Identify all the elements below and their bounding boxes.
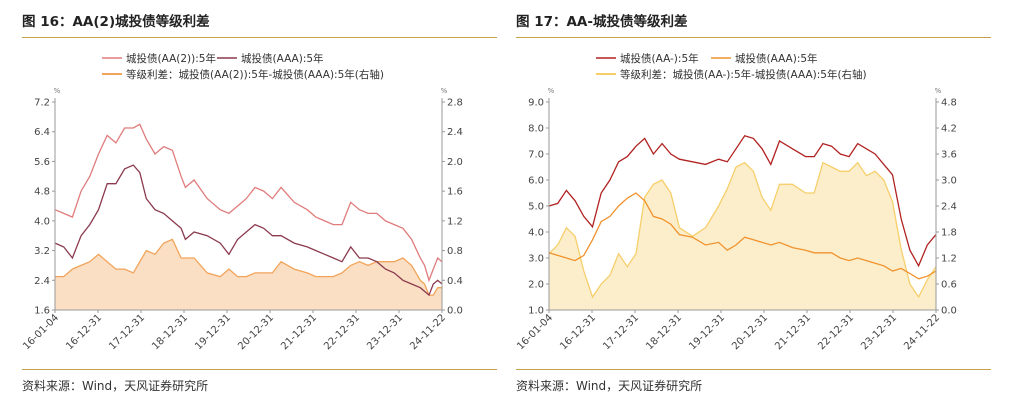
chart-legend: 城投债(AA(2)):5年 城投债(AAA):5年等级利差：城投债(AA(2)):… <box>102 52 384 81</box>
y-right-tick-label: 1.6 <box>447 187 463 198</box>
y-left-tick-label: 4.0 <box>528 228 544 239</box>
y-right-tick-label: 0.6 <box>941 280 957 291</box>
x-tick-label: 16-01-04 <box>516 312 555 352</box>
source-note: 资料来源：Wind，天风证券研究所 <box>22 379 209 393</box>
x-tick-label: 17-12-31 <box>107 312 147 352</box>
y-left-tick-label: 8.0 <box>528 124 544 135</box>
y-left-unit: % <box>54 87 61 95</box>
chart-aa2-spread: 城投债(AA(2)):5年 城投债(AAA):5年等级利差：城投债(AA(2)):… <box>22 52 463 352</box>
x-tick-label: 20-12-31 <box>730 312 770 352</box>
y-left-tick-label: 2.0 <box>528 280 544 291</box>
series-line-2 <box>54 164 443 297</box>
y-right-tick-label: 2.4 <box>447 127 463 138</box>
y-left-tick-label: 3.2 <box>34 246 50 257</box>
y-right-tick-label: 0.4 <box>447 276 463 287</box>
series-line-1 <box>54 123 443 283</box>
y-right-unit: % <box>441 87 448 95</box>
legend-label-1: 城投债(AA(2)):5年 <box>126 52 216 65</box>
x-tick-label: 22-12-31 <box>816 312 856 352</box>
x-tick-label: 18-12-31 <box>644 312 684 352</box>
y-left-tick-label: 5.0 <box>528 202 544 213</box>
legend-label-3: 等级利差：城投债(AA(2)):5年-城投债(AAA):5年(右轴) <box>126 68 384 81</box>
y-right-tick-label: 3.6 <box>941 150 957 161</box>
y-left-tick-label: 3.0 <box>528 254 544 265</box>
source-divider <box>22 369 497 370</box>
chart-aa-minus-spread: 城投债(AA-):5年 城投债(AAA):5年等级利差：城投债(AA-):5年-城… <box>516 52 957 352</box>
y-right-tick-label: 1.2 <box>941 254 957 265</box>
x-tick-label: 19-12-31 <box>687 312 727 352</box>
y-right-tick-label: 0.0 <box>941 306 957 317</box>
x-tick-label: 23-12-31 <box>365 312 405 352</box>
x-tick-label: 16-12-31 <box>558 312 598 352</box>
y-right-tick-label: 0.8 <box>447 246 463 257</box>
x-tick-label: 19-12-31 <box>193 312 233 352</box>
series-line-spread <box>548 161 937 299</box>
y-left-tick-label: 4.0 <box>34 216 50 227</box>
x-tick-label: 21-12-31 <box>773 312 813 352</box>
y-right-tick-label: 4.2 <box>941 124 957 135</box>
chart-legend: 城投债(AA-):5年 城投债(AAA):5年等级利差：城投债(AA-):5年-城… <box>596 52 867 81</box>
x-tick-label: 23-12-31 <box>859 312 899 352</box>
legend-label-1: 城投债(AA-):5年 <box>620 52 699 65</box>
chart-title: 图 16：AA(2)城投债等级利差 <box>22 14 210 30</box>
source-note: 资料来源：Wind，天风证券研究所 <box>516 379 703 393</box>
y-right-tick-label: 0.0 <box>447 306 463 317</box>
y-left-tick-label: 6.4 <box>34 127 50 138</box>
y-right-tick-label: 3.0 <box>941 176 957 187</box>
y-left-tick-label: 7.0 <box>528 150 544 161</box>
y-left-tick-label: 1.6 <box>34 306 50 317</box>
title-divider <box>516 37 991 38</box>
y-right-tick-label: 2.4 <box>941 202 957 213</box>
y-left-tick-label: 2.4 <box>34 276 50 287</box>
y-right-tick-label: 2.0 <box>447 157 463 168</box>
x-tick-label: 24-11-22 <box>902 312 942 352</box>
x-tick-label: 22-12-31 <box>322 312 362 352</box>
legend-label-3: 等级利差：城投债(AA-):5年-城投债(AAA):5年(右轴) <box>620 68 867 81</box>
y-left-tick-label: 9.0 <box>528 98 544 109</box>
legend-label-2: 城投债(AAA):5年 <box>241 52 324 65</box>
title-divider <box>22 37 497 38</box>
x-tick-label: 17-12-31 <box>601 312 641 352</box>
y-left-tick-label: 7.2 <box>34 98 50 109</box>
series-area-spread <box>549 162 936 310</box>
y-left-tick-label: 4.8 <box>34 187 50 198</box>
y-right-tick-label: 4.8 <box>941 98 957 109</box>
series-area-spread <box>55 239 442 310</box>
source-divider <box>516 369 991 370</box>
chart-title: 图 17：AA-城投债等级利差 <box>516 14 688 30</box>
x-tick-label: 16-01-04 <box>22 312 61 352</box>
y-left-unit: % <box>548 87 555 95</box>
y-right-tick-label: 1.8 <box>941 228 957 239</box>
y-left-tick-label: 6.0 <box>528 176 544 187</box>
y-left-tick-label: 5.6 <box>34 157 50 168</box>
chart-panel-aa-minus: 图 17：AA-城投债等级利差 城投债(AA-):5年 城投债(AAA):5年等级… <box>516 0 991 409</box>
y-right-tick-label: 2.8 <box>447 98 463 109</box>
x-tick-label: 24-11-22 <box>408 312 448 352</box>
y-right-tick-label: 1.2 <box>447 216 463 227</box>
y-right-unit: % <box>935 87 942 95</box>
x-tick-label: 16-12-31 <box>64 312 104 352</box>
x-tick-label: 18-12-31 <box>150 312 190 352</box>
x-tick-label: 21-12-31 <box>279 312 319 352</box>
series-line-2 <box>548 192 937 280</box>
series-line-spread <box>55 238 442 296</box>
chart-panel-aa2: 图 16：AA(2)城投债等级利差 城投债(AA(2)):5年 城投债(AAA):… <box>22 0 497 409</box>
y-left-tick-label: 1.0 <box>528 306 544 317</box>
series-line-1 <box>548 135 937 268</box>
x-tick-label: 20-12-31 <box>236 312 276 352</box>
legend-label-2: 城投债(AAA):5年 <box>735 52 818 65</box>
